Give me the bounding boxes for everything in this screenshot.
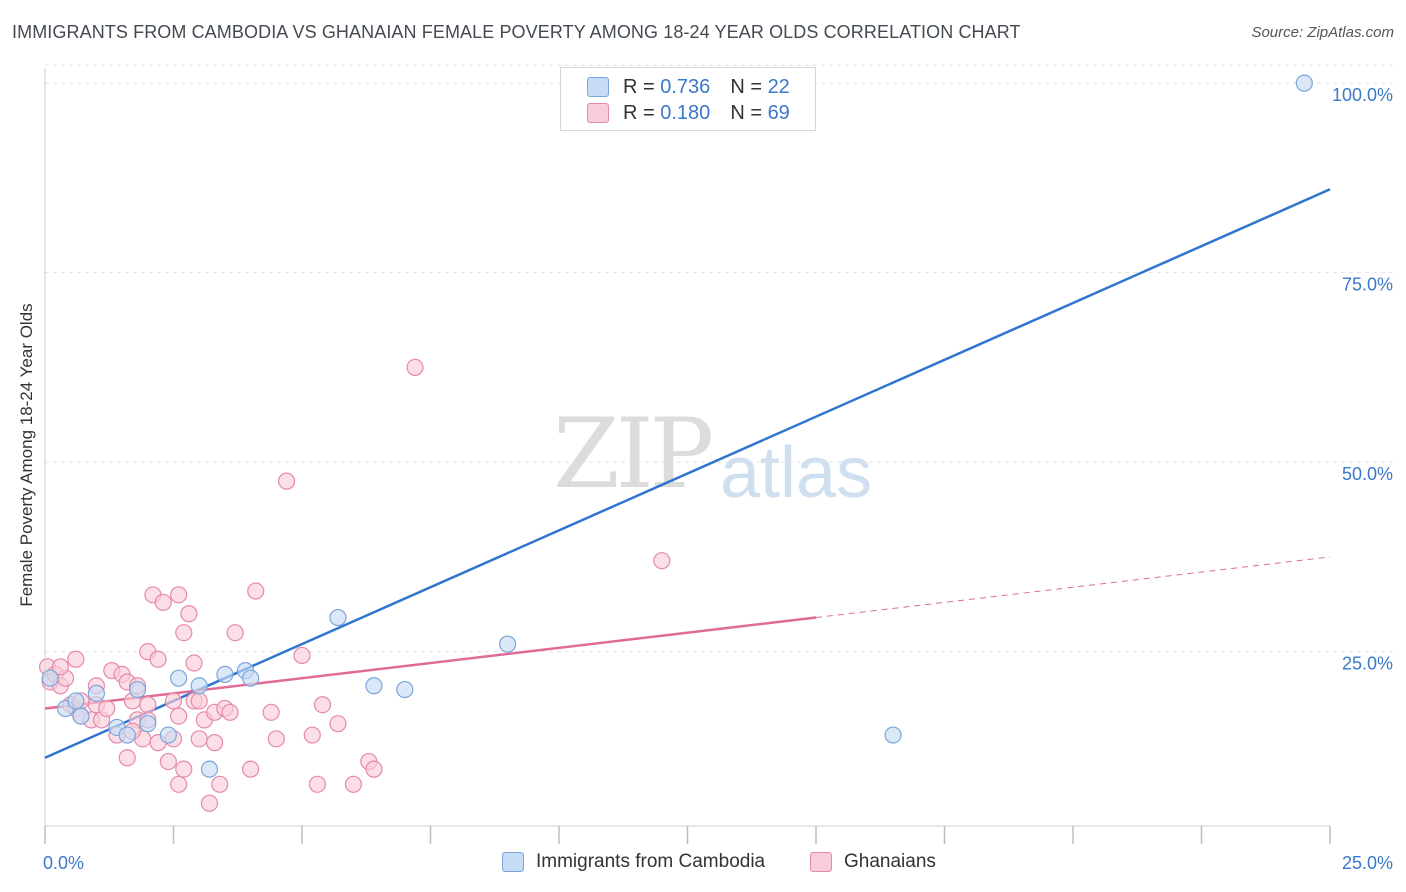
data-point-ghanaians <box>247 582 265 600</box>
data-point-cambodia <box>499 635 517 653</box>
data-point-ghanaians <box>329 715 347 733</box>
data-point-ghanaians <box>200 794 219 812</box>
legend-row-ghanaians: R = 0.180 N = 69 <box>587 101 790 125</box>
data-point-cambodia <box>216 665 234 684</box>
bottom-legend-label-ghanaians: Ghanaians <box>844 851 936 872</box>
data-point-ghanaians <box>170 707 188 725</box>
data-point-ghanaians <box>277 472 296 490</box>
legend-n-label: N = <box>730 75 762 98</box>
legend-r-value: 0.180 <box>660 101 711 124</box>
data-point-ghanaians <box>262 703 280 721</box>
data-point-cambodia <box>396 680 414 699</box>
data-point-cambodia <box>41 669 59 687</box>
data-point-ghanaians <box>226 624 244 642</box>
data-point-ghanaians <box>221 703 239 721</box>
data-point-cambodia <box>1295 74 1313 92</box>
data-point-ghanaians <box>308 775 327 793</box>
data-point-cambodia <box>87 684 106 702</box>
data-point-ghanaians <box>164 692 183 710</box>
data-point-ghanaians <box>149 650 167 668</box>
legend-r-label: R = <box>623 75 655 98</box>
legend-r-label: R = <box>623 101 655 124</box>
data-point-cambodia <box>128 680 147 699</box>
x-tick-label: 0.0% <box>43 853 84 873</box>
data-point-cambodia <box>190 677 208 695</box>
bottom-legend-swatch-ghanaians <box>810 852 832 872</box>
data-point-ghanaians <box>67 650 85 668</box>
bottom-legend-swatch-cambodia <box>502 852 524 872</box>
trend-line-dashed-1 <box>815 556 1331 619</box>
data-point-ghanaians <box>653 552 671 570</box>
y-tick-label: 25.0% <box>1342 654 1393 674</box>
legend-n-value: 22 <box>767 75 790 98</box>
legend-swatch-ghanaians <box>587 103 609 123</box>
legend-n-label: N = <box>730 101 762 124</box>
bottom-legend-label-cambodia: Immigrants from Cambodia <box>536 851 766 872</box>
data-point-cambodia <box>884 726 902 744</box>
data-point-ghanaians <box>159 752 177 771</box>
data-point-ghanaians <box>170 586 188 604</box>
y-tick-label: 50.0% <box>1342 464 1393 484</box>
legend-n-value: 69 <box>767 101 790 124</box>
tick-labels: 25.0% 50.0% 75.0% 100.0% 0.0% 25.0% <box>43 85 1393 873</box>
data-point-ghanaians <box>175 624 193 642</box>
data-point-cambodia <box>365 677 383 695</box>
legend-r-value: 0.736 <box>660 75 711 98</box>
data-point-ghanaians <box>344 775 362 793</box>
data-point-ghanaians <box>185 654 203 672</box>
data-point-cambodia <box>118 726 136 744</box>
data-point-ghanaians <box>190 692 208 710</box>
data-point-cambodia <box>67 692 85 710</box>
data-point-ghanaians <box>303 726 321 744</box>
data-point-ghanaians <box>139 696 157 714</box>
data-point-ghanaians <box>190 730 208 748</box>
data-point-ghanaians <box>180 605 198 623</box>
data-point-ghanaians <box>51 658 70 676</box>
data-point-ghanaians <box>98 699 116 718</box>
source-label: Source: ZipAtlas.com <box>1251 24 1394 41</box>
watermark-zip: ZIP <box>553 398 714 510</box>
data-point-cambodia <box>139 715 157 733</box>
data-point-cambodia <box>329 608 347 627</box>
chart-title: IMMIGRANTS FROM CAMBODIA VS GHANAIAN FEM… <box>12 22 1021 42</box>
watermark-atlas: atlas <box>720 433 873 513</box>
data-points <box>38 74 1313 812</box>
y-tick-label: 75.0% <box>1342 275 1393 295</box>
legend-swatch-cambodia <box>587 77 609 97</box>
data-point-ghanaians <box>206 734 224 752</box>
data-point-ghanaians <box>293 646 311 665</box>
data-point-cambodia <box>242 669 260 687</box>
correlation-legend: R = 0.736 N = 22 R = 0.180 N = 69 <box>560 67 816 131</box>
data-point-ghanaians <box>170 775 188 793</box>
grid-lines <box>45 64 1395 653</box>
data-point-ghanaians <box>267 730 285 748</box>
trend-line-0 <box>44 188 1331 759</box>
data-point-cambodia <box>72 707 90 725</box>
x-tick-label: 25.0% <box>1342 853 1393 873</box>
data-point-ghanaians <box>365 760 383 778</box>
data-point-ghanaians <box>406 358 424 377</box>
data-point-cambodia <box>170 669 188 687</box>
y-axis-label: Female Poverty Among 18-24 Year Olds <box>17 303 36 607</box>
data-point-ghanaians <box>154 593 172 611</box>
data-point-ghanaians <box>175 760 193 778</box>
legend-row-cambodia: R = 0.736 N = 22 <box>587 75 790 99</box>
data-point-ghanaians <box>242 760 260 778</box>
axes <box>44 68 1331 844</box>
y-tick-label: 100.0% <box>1332 85 1393 105</box>
data-point-ghanaians <box>118 749 136 767</box>
data-point-cambodia <box>159 726 177 744</box>
bottom-legend-cambodia[interactable]: Immigrants from Cambodia <box>502 851 765 873</box>
data-point-ghanaians <box>211 775 229 793</box>
bottom-legend-ghanaians[interactable]: Ghanaians <box>810 851 936 873</box>
data-point-cambodia <box>200 760 219 778</box>
data-point-ghanaians <box>313 696 332 714</box>
